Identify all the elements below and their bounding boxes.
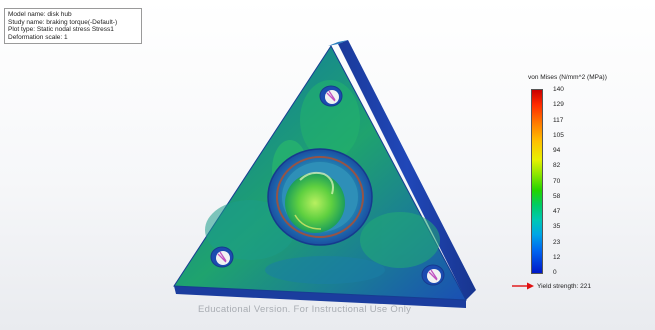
colorbar-tick-label: 94 (553, 147, 561, 154)
colorbar-tick-label: 117 (553, 116, 564, 124)
colorbar-tick-label: 140 (553, 86, 564, 93)
colorbar-tick-label: 47 (553, 208, 561, 215)
colorbar-tick-label: 129 (553, 101, 564, 109)
model-name-text: Model name: disk hub (8, 11, 72, 18)
yield-strength-marker: Yield strength: 221 (512, 281, 591, 291)
study-info-box: Model name: disk hub Study name: braking… (4, 8, 142, 45)
plate-right-edge (338, 40, 476, 300)
colorbar-tick-label: 0 (553, 269, 557, 276)
bolt-hole-right[interactable] (421, 264, 445, 286)
colorbar-tick-label: 12 (553, 253, 561, 261)
deformation-scale-text: Deformation scale: 1 (8, 33, 68, 41)
plate-bottom-edge (174, 286, 466, 308)
colorbar-tick-label: 23 (553, 238, 561, 246)
plate-top-edge (328, 40, 348, 46)
bolt-hole-top[interactable] (319, 85, 343, 107)
colorbar-tick-label: 82 (553, 162, 561, 170)
yield-arrow-icon (512, 282, 534, 290)
bolt-hole-left[interactable] (210, 246, 234, 268)
plot-type-text: Plot type: Static nodal stress Stress1 (8, 26, 114, 34)
educational-watermark: Educational Version. For Instructional U… (198, 304, 412, 315)
legend-title: von Mises (N/mm^2 (MPa)) (528, 74, 607, 81)
study-name-text: Study name: braking torque(-Default-) (8, 18, 118, 26)
yield-strength-label: Yield strength: 221 (537, 282, 591, 290)
center-hub[interactable] (267, 148, 373, 246)
colorbar-tick-label: 35 (553, 223, 561, 231)
colorbar-tick-label: 70 (553, 177, 561, 185)
colorbar-tick-label: 58 (553, 192, 561, 200)
colorbar-tick-label: 105 (553, 131, 564, 139)
stress-colorbar[interactable] (531, 89, 543, 274)
